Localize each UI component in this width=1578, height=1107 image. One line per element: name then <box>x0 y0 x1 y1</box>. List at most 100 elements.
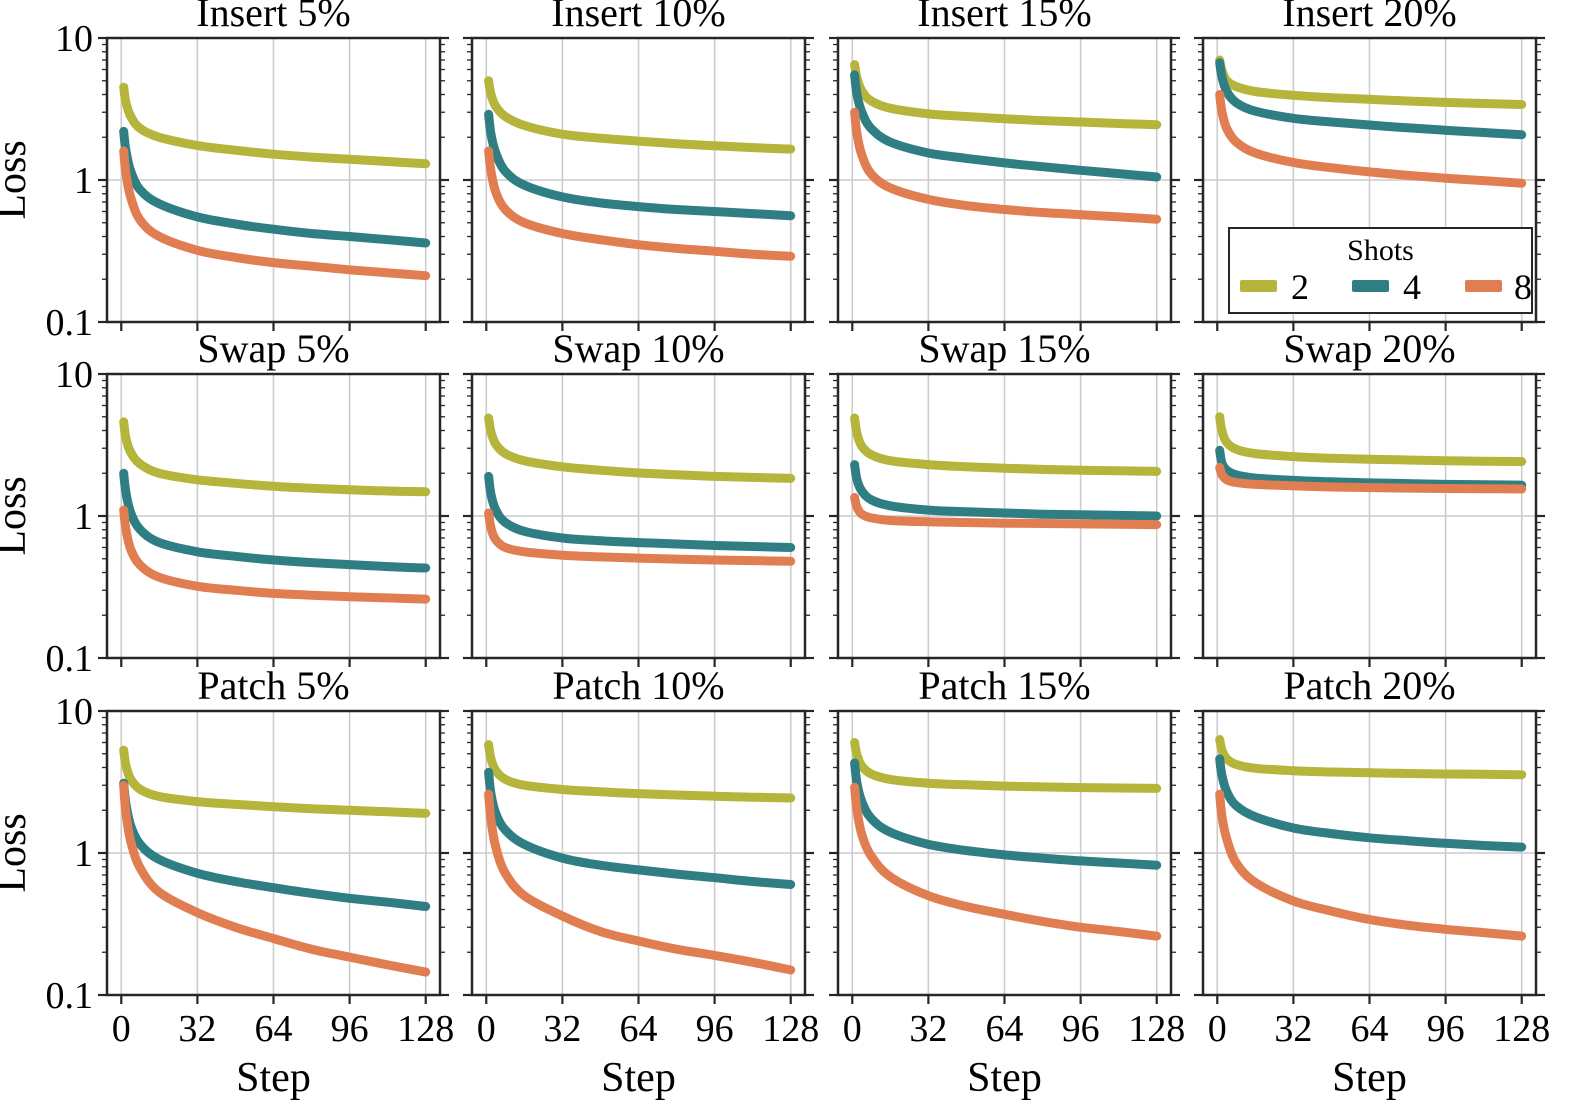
curve-shots-8 <box>119 146 431 281</box>
curve-shots-2 <box>484 76 796 154</box>
curve-shots-8 <box>484 146 796 261</box>
curve-shots-2 <box>484 740 796 803</box>
subplot-title: Patch 15% <box>918 663 1090 708</box>
curve-shots-2 <box>1215 55 1527 109</box>
curve-shots-2 <box>1215 735 1527 780</box>
y-axis-label: Loss <box>0 813 35 892</box>
curve-shots-4 <box>850 460 1162 521</box>
curve-shots-2 <box>850 738 1162 793</box>
x-tick-label: 0 <box>112 1008 131 1050</box>
curve-shots-2 <box>119 82 431 169</box>
curve-shots-4 <box>1215 754 1527 852</box>
x-axis-label: Step <box>236 1055 311 1101</box>
x-tick-label: 128 <box>1493 1008 1550 1050</box>
subplot-title: Swap 10% <box>552 326 724 371</box>
subplot-title: Patch 10% <box>552 663 724 708</box>
x-tick-label: 0 <box>1208 1008 1227 1050</box>
subplot-title: Insert 15% <box>917 0 1091 35</box>
x-tick-label: 0 <box>477 1008 496 1050</box>
x-axis-label: Step <box>1332 1055 1407 1101</box>
x-tick-label: 32 <box>178 1008 216 1050</box>
curve-shots-8 <box>119 780 431 977</box>
curve-shots-8 <box>850 782 1162 941</box>
x-tick-label: 32 <box>543 1008 581 1050</box>
subplot-title: Patch 20% <box>1283 663 1455 708</box>
x-tick-label: 0 <box>843 1008 862 1050</box>
x-tick-label: 64 <box>255 1008 293 1050</box>
subplot-title: Swap 20% <box>1283 326 1455 371</box>
curve-shots-2 <box>119 417 431 497</box>
legend-entry-label: 8 <box>1514 267 1532 307</box>
x-axis-label: Step <box>967 1055 1042 1101</box>
curve-shots-2 <box>484 413 796 483</box>
y-tick-label: 1 <box>74 496 93 538</box>
curve-shots-8 <box>484 508 796 566</box>
legend-entry-label: 2 <box>1291 267 1309 307</box>
curve-shots-8 <box>1215 90 1527 188</box>
x-tick-label: 32 <box>909 1008 947 1050</box>
subplot-title: Swap 5% <box>197 326 349 371</box>
curve-shots-4 <box>1215 58 1527 140</box>
subplot-swap-15: Swap 15% <box>829 326 1180 667</box>
curve-shots-4 <box>119 468 431 573</box>
curve-shots-8 <box>1215 789 1527 941</box>
subplot-title: Insert 10% <box>551 0 725 35</box>
y-tick-label: 0.1 <box>46 975 94 1017</box>
y-tick-label: 1 <box>74 833 93 875</box>
curve-shots-4 <box>850 758 1162 870</box>
subplot-title: Swap 15% <box>918 326 1090 371</box>
subplot-patch-20: Patch 20% 0 32 64 96 128 Step <box>1194 663 1550 1101</box>
legend-swatch-2 <box>1240 280 1277 292</box>
y-tick-label: 0.1 <box>46 638 94 680</box>
x-tick-label: 96 <box>1427 1008 1465 1050</box>
x-tick-label: 96 <box>1062 1008 1100 1050</box>
x-tick-label: 64 <box>1351 1008 1389 1050</box>
curve-shots-2 <box>1215 412 1527 466</box>
subplot-title: Patch 5% <box>197 663 349 708</box>
y-tick-label: 10 <box>55 354 93 396</box>
curve-shots-2 <box>119 745 431 818</box>
curve-shots-8 <box>850 107 1162 224</box>
subplot-swap-10: Swap 10% <box>463 326 814 667</box>
curve-shots-4 <box>119 126 431 248</box>
x-tick-label: 64 <box>986 1008 1024 1050</box>
subplot-swap-5: Swap 5% 10 1 0.1 Loss <box>0 326 449 680</box>
subplot-insert-10: Insert 10% <box>463 0 814 331</box>
x-tick-label: 32 <box>1274 1008 1312 1050</box>
curve-shots-4 <box>484 471 796 552</box>
legend-swatch-8 <box>1465 280 1502 292</box>
curve-shots-4 <box>484 109 796 221</box>
y-axis-label: Loss <box>0 476 35 555</box>
y-tick-label: 0.1 <box>46 302 94 344</box>
x-tick-label: 128 <box>1128 1008 1185 1050</box>
legend-swatch-4 <box>1352 280 1389 292</box>
curve-shots-8 <box>484 789 796 975</box>
subplot-insert-20: Insert 20% Shots 2 4 8 <box>1194 0 1545 331</box>
y-axis-label: Loss <box>0 140 35 219</box>
legend-box <box>1228 227 1533 314</box>
x-axis-label: Step <box>601 1055 676 1101</box>
subplot-patch-10: Patch 10% 0 32 64 96 128 Step <box>463 663 819 1101</box>
curve-shots-2 <box>850 60 1162 130</box>
legend: Shots 2 4 8 <box>1228 227 1533 314</box>
curve-shots-8 <box>1215 462 1527 494</box>
y-tick-label: 1 <box>74 160 93 202</box>
curve-shots-4 <box>484 767 796 889</box>
subplot-patch-5: Patch 5% 10 1 0.1 Loss 0 32 64 96 128 Step <box>0 663 454 1101</box>
x-tick-label: 96 <box>696 1008 734 1050</box>
subplot-title: Insert 5% <box>196 0 350 35</box>
curve-shots-8 <box>850 493 1162 530</box>
subplot-title: Insert 20% <box>1282 0 1456 35</box>
x-tick-label: 64 <box>620 1008 658 1050</box>
x-tick-label: 96 <box>331 1008 369 1050</box>
legend-entry-label: 4 <box>1403 267 1421 307</box>
curve-shots-4 <box>850 70 1162 182</box>
subplot-patch-15: Patch 15% 0 32 64 96 128 Step <box>829 663 1185 1101</box>
y-tick-label: 10 <box>55 18 93 60</box>
subplot-swap-20: Swap 20% <box>1194 326 1545 667</box>
subplot-insert-5: Insert 5% 10 1 0.1 Loss <box>0 0 449 344</box>
y-tick-label: 10 <box>55 691 93 733</box>
legend-title: Shots <box>1347 234 1414 267</box>
